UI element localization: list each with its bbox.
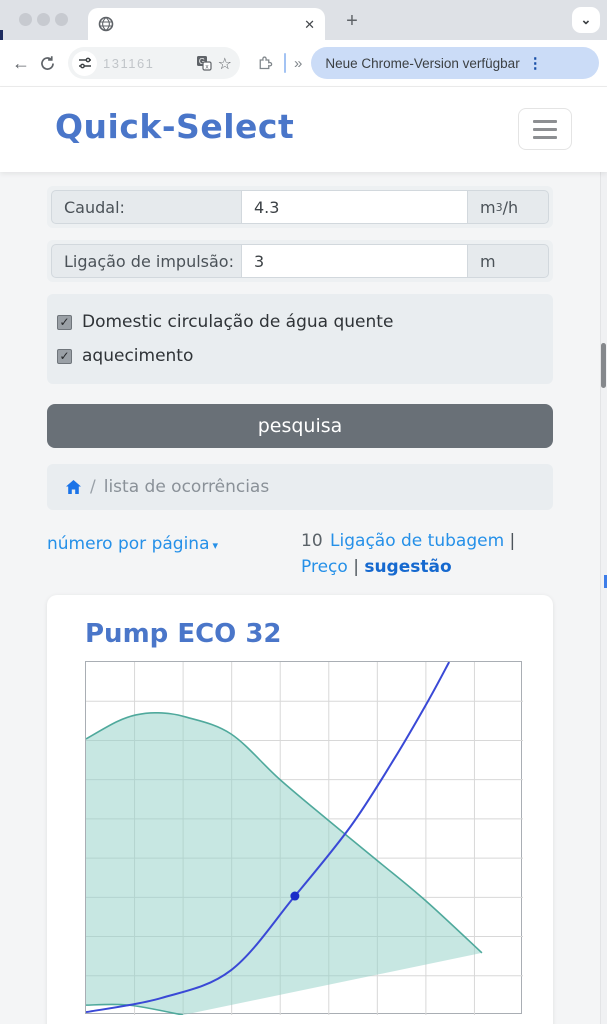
new-tab-button[interactable]: + <box>346 9 358 32</box>
head-input[interactable] <box>241 244 468 278</box>
sort-link-price[interactable]: Preço <box>301 557 348 578</box>
tab-close-icon[interactable]: ✕ <box>304 16 315 32</box>
search-button[interactable]: pesquisa <box>47 404 553 448</box>
window-zoom-button[interactable] <box>55 12 68 26</box>
scrollbar-thumb[interactable] <box>601 343 606 388</box>
scrollbar-track[interactable] <box>600 87 607 1024</box>
flow-input-group: Caudal: m3/h <box>47 186 553 228</box>
site-header: Quick-Select <box>0 87 607 172</box>
overflow-chevrons-icon[interactable]: » <box>294 54 302 72</box>
bookmark-star-icon[interactable]: ☆ <box>217 53 232 73</box>
window-minimize-button[interactable] <box>37 12 50 26</box>
flow-unit: m 3/h <box>468 190 549 224</box>
reload-icon[interactable] <box>34 55 60 72</box>
more-menu-icon[interactable]: ⋮ <box>527 55 543 72</box>
site-settings-icon[interactable] <box>72 50 97 76</box>
page-title: Quick-Select <box>55 107 295 146</box>
head-input-group: Ligação de impulsão: m <box>47 240 553 282</box>
checkbox-checked-icon[interactable]: ✓ <box>57 348 72 364</box>
toolbar-divider <box>284 53 286 73</box>
head-label: Ligação de impulsão: <box>51 244 241 278</box>
breadcrumb: / lista de ocorrências <box>47 464 553 510</box>
extensions-icon[interactable] <box>256 54 274 72</box>
sort-link-pipe-connection[interactable]: Ligação de tubagem <box>330 531 505 551</box>
flow-label: Caudal: <box>51 190 241 224</box>
pump-name: Pump ECO 32 <box>85 618 282 649</box>
pump-result-card: Pump ECO 32 <box>47 594 553 1024</box>
application-checkbox-panel: ✓ Domestic circulação de água quente ✓ a… <box>47 294 553 384</box>
hamburger-icon <box>533 119 557 123</box>
pump-chart-svg <box>85 661 523 1016</box>
list-controls: número por página ▾ 10 Ligação de tubagem… <box>47 528 553 581</box>
per-page-dropdown[interactable]: número por página ▾ <box>47 534 219 554</box>
sort-active-suggestion[interactable]: sugestão <box>364 557 452 578</box>
checkbox-label[interactable]: aquecimento <box>82 346 194 366</box>
back-icon[interactable]: ← <box>12 52 30 73</box>
pump-curve-chart <box>85 660 523 1016</box>
checkbox-checked-icon[interactable]: ✓ <box>57 314 72 330</box>
head-unit: m <box>468 244 549 278</box>
svg-text:G: G <box>199 57 205 66</box>
breadcrumb-separator: / <box>90 477 96 497</box>
main-content: Caudal: m3/h Ligação de impulsão: m ✓ Do… <box>0 172 600 1024</box>
scroll-indicator-blue <box>604 575 607 588</box>
browser-tab-bar: ✕ + ⌄ <box>0 0 607 40</box>
url-text: 131161 <box>103 55 155 71</box>
globe-favicon-icon <box>98 16 114 32</box>
svg-text:x: x <box>205 63 209 70</box>
menu-button[interactable] <box>518 108 572 150</box>
checkbox-row-hot-water[interactable]: ✓ Domestic circulação de água quente <box>57 312 543 332</box>
sort-separator: | <box>509 531 516 551</box>
chrome-update-label: Neue Chrome-Version verfügbar <box>325 55 520 71</box>
checkbox-label[interactable]: Domestic circulação de água quente <box>82 312 394 332</box>
chevron-down-icon[interactable]: ⌄ <box>572 7 600 33</box>
checkbox-row-heating[interactable]: ✓ aquecimento <box>57 346 543 366</box>
flow-input[interactable] <box>241 190 468 224</box>
sort-separator: | <box>353 557 359 578</box>
browser-tab[interactable]: ✕ <box>88 8 325 40</box>
home-icon[interactable] <box>65 479 82 495</box>
result-count: 10 <box>301 531 323 551</box>
caret-down-icon: ▾ <box>212 539 219 552</box>
sort-links: 10 Ligação de tubagem | Preço | sugestão <box>301 528 553 581</box>
chrome-update-button[interactable]: Neue Chrome-Version verfügbar ⋮ <box>311 47 599 79</box>
window-close-button[interactable] <box>19 12 32 26</box>
breadcrumb-current: lista de ocorrências <box>103 477 270 497</box>
